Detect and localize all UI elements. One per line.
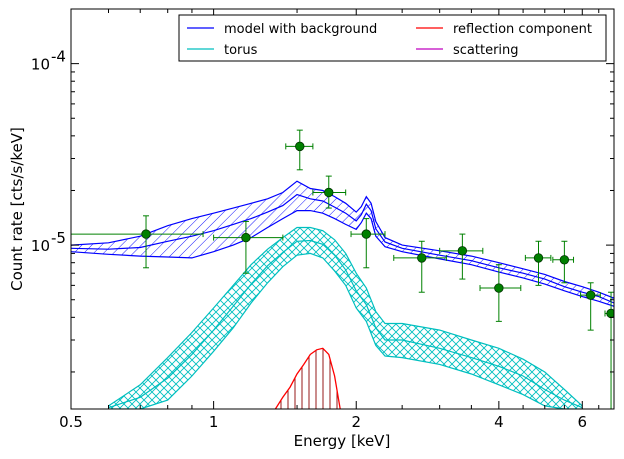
x-tick-label: 4 xyxy=(494,413,504,431)
band-upper-model xyxy=(71,180,614,299)
data-point xyxy=(350,218,386,269)
data-point xyxy=(393,240,447,293)
data-point xyxy=(524,240,552,286)
data-point xyxy=(604,291,614,409)
data-point xyxy=(312,175,347,209)
legend-label-torus: torus xyxy=(224,43,258,58)
data-marker xyxy=(324,187,334,198)
data-marker xyxy=(241,232,251,243)
data-points xyxy=(71,129,614,409)
data-marker xyxy=(494,283,504,293)
legend: model with background torus reflection c… xyxy=(178,14,607,62)
data-marker xyxy=(559,255,570,265)
band-lower-torus xyxy=(108,252,583,409)
data-point xyxy=(439,233,484,280)
band-fill-model xyxy=(71,181,614,307)
y-axis-ticks: 10-510-4 xyxy=(31,48,614,373)
data-point xyxy=(213,220,284,274)
data-point xyxy=(580,282,601,331)
plot-area xyxy=(71,129,614,409)
x-tick-label: 1 xyxy=(209,413,219,431)
series-torus-band xyxy=(108,226,583,409)
x-tick-label: 0.5 xyxy=(59,413,83,431)
data-marker xyxy=(141,229,151,239)
x-tick-label: 6 xyxy=(578,413,588,431)
data-marker xyxy=(457,246,468,256)
band-center-torus xyxy=(108,239,583,409)
legend-label-model: model with background xyxy=(224,22,377,37)
legend-label-scattering: scattering xyxy=(453,43,519,58)
y-tick-exponent: -5 xyxy=(51,229,66,247)
data-point xyxy=(479,264,522,322)
x-axis-ticks: 0.5 1 2 4 6 xyxy=(59,9,600,431)
data-marker xyxy=(533,253,544,263)
plot-frame xyxy=(70,8,615,410)
data-marker xyxy=(417,253,427,263)
y-axis-label: Count rate [cts/s/keV] xyxy=(8,127,26,291)
data-marker xyxy=(361,229,371,239)
series-reflection xyxy=(274,347,341,409)
data-point xyxy=(71,215,204,269)
x-axis-label: Energy [keV] xyxy=(294,432,391,450)
y-tick-label: 10 xyxy=(31,56,50,74)
legend-label-reflection: reflection component xyxy=(453,22,592,37)
x-tick-label: 2 xyxy=(351,413,361,431)
legend-box xyxy=(178,14,607,62)
reflection-fill xyxy=(275,348,341,409)
y-tick-label: 10 xyxy=(31,237,50,255)
band-center-model xyxy=(71,193,614,304)
band-upper-torus xyxy=(108,226,583,407)
data-marker xyxy=(585,290,596,300)
data-point xyxy=(552,240,575,284)
data-point xyxy=(285,129,314,171)
band-lower-model xyxy=(71,210,614,307)
reflection-line xyxy=(274,347,341,409)
band-fill-torus xyxy=(108,227,583,409)
data-marker xyxy=(295,141,305,152)
series-model-band xyxy=(71,180,614,307)
y-tick-exponent: -4 xyxy=(51,48,66,66)
